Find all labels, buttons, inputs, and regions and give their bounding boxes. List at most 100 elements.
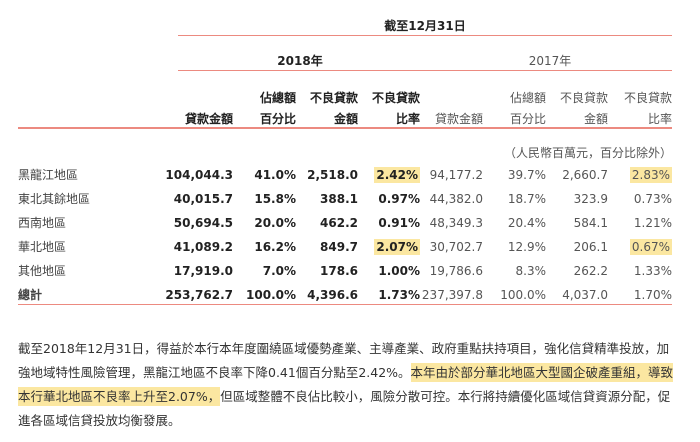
table-cell: 849.7 [288, 237, 358, 257]
column-header-4: 比率 [395, 112, 420, 126]
table-cell: 0.73% [602, 189, 672, 209]
table-cell: 100.0% [476, 285, 546, 305]
cell-value: 18.7% [507, 192, 546, 206]
cell-value: 849.7 [320, 240, 358, 254]
table-cell: 20.0% [226, 213, 296, 233]
table-cell: 2,660.7 [538, 165, 608, 185]
cell-value: 16.2% [254, 240, 296, 254]
table-cell: 388.1 [288, 189, 358, 209]
table-cell: 8.3% [476, 261, 547, 281]
table-cell: 39.7% [476, 165, 546, 185]
cell-value: 4,396.6 [307, 288, 358, 302]
table-bottom-rule [18, 304, 672, 305]
cell-value: 19,786.6 [429, 264, 483, 278]
table-cell: 237,397.8 [413, 285, 483, 305]
cell-value: 8.3% [515, 264, 547, 278]
column-header-6: 百分比 [509, 112, 546, 126]
column-header-1: 貸款金額 [184, 112, 233, 126]
column-header-3: 金額 [333, 112, 358, 126]
cell-value: 41.0% [254, 168, 296, 182]
cell-value: 1.70% [633, 288, 672, 302]
header-rule [178, 35, 672, 36]
table-row: 黑龍江地區 104,044.3 41.0% 2,518.0 2.42% 94,177.2 3… [0, 165, 700, 185]
table-cell: 16.2% [226, 237, 296, 257]
table-cell: 94,177.2 [413, 165, 483, 185]
cell-value: 0.97% [378, 192, 420, 206]
cell-value: 1.00% [378, 264, 420, 278]
year-2018-header: 2018年 [277, 54, 323, 68]
region-label: 黑龍江地區 [18, 168, 79, 182]
table-cell: 1.00% [350, 261, 420, 281]
cell-value: 12.9% [507, 240, 546, 254]
paragraph-text: 但區域整體不良佔比較小，風險分散可控。本行將持續優化區域信貸資源分配，促進各區域… [18, 389, 671, 428]
cell-value: 17,919.0 [173, 264, 233, 278]
table-cell: 462.2 [288, 213, 358, 233]
column-header-5: 貸款金額 [434, 112, 483, 126]
cell-value: 30,702.7 [429, 240, 483, 254]
table-cell: 206.1 [538, 237, 608, 257]
region-label: 東北其餘地區 [18, 192, 91, 206]
column-header-7: 金額 [583, 112, 608, 126]
table-cell: 262.2 [538, 261, 608, 281]
year-2017-header: 2017年 [528, 54, 572, 68]
table-cell: 178.6 [288, 261, 358, 281]
table-cell: 15.8% [226, 189, 296, 209]
cell-value: 237,397.8 [421, 288, 483, 302]
commentary-paragraph: 截至2018年12月31日，得益於本行本年度圍繞區域優勢產業、主導產業、政府重點… [18, 337, 678, 433]
cell-value: 15.8% [254, 192, 296, 206]
cell-value: 94,177.2 [429, 168, 483, 182]
column-header-8: 比率 [647, 112, 672, 126]
unit-note: （人民幣百萬元，百分比除外） [503, 146, 672, 160]
table-cell: 2.83% [602, 165, 672, 185]
cell-value: 2,660.7 [562, 168, 608, 182]
cell-value: 462.2 [320, 216, 358, 230]
table-row: 總計 253,762.7 100.0% 4,396.6 1.73% 237,397.8 10… [0, 285, 700, 305]
column-header-2: 佔總額 [259, 91, 296, 105]
column-header-7: 不良貸款 [559, 91, 608, 105]
cell-value: 44,382.0 [429, 192, 483, 206]
cell-value: 50,694.5 [173, 216, 233, 230]
cell-value: 41,089.2 [173, 240, 233, 254]
cell-value: 100.0% [500, 288, 546, 302]
cell-value: 2.42% [374, 167, 420, 183]
column-header-4: 不良貸款 [371, 91, 420, 105]
cell-value: 0.67% [629, 239, 672, 255]
table-row: 西南地區 50,694.5 20.0% 462.2 0.91% 48,349.3 20.4%… [0, 213, 700, 233]
cell-value: 1.73% [378, 288, 420, 302]
table-cell: 40,015.7 [163, 189, 233, 209]
table-cell: 0.97% [350, 189, 420, 209]
table-cell: 4,396.6 [288, 285, 358, 305]
cell-value: 0.73% [633, 192, 672, 206]
table-cell: 2.42% [350, 165, 420, 185]
table-cell: 0.91% [350, 213, 420, 233]
table-cell: 4,037.0 [538, 285, 608, 305]
table-cell: 0.67% [602, 237, 672, 257]
table-cell: 17,919.0 [163, 261, 233, 281]
table-cell: 30,702.7 [413, 237, 483, 257]
table-row: 其他地區 17,919.0 7.0% 178.6 1.00% 19,786.6 8.3% 26… [0, 261, 700, 281]
cell-value: 104,044.3 [165, 168, 233, 182]
cell-value: 40,015.7 [173, 192, 233, 206]
table-cell: 44,382.0 [413, 189, 483, 209]
table-cell: 253,762.7 [163, 285, 233, 305]
cell-value: 253,762.7 [165, 288, 233, 302]
table-cell: 41.0% [226, 165, 296, 185]
cell-value: 20.4% [507, 216, 546, 230]
table-cell: 2,518.0 [288, 165, 358, 185]
table-cell: 323.9 [538, 189, 608, 209]
table-cell: 50,694.5 [163, 213, 233, 233]
table-cell: 1.73% [350, 285, 420, 305]
column-header-6: 佔總額 [509, 91, 546, 105]
table-cell: 48,349.3 [413, 213, 483, 233]
table-row: 華北地區 41,089.2 16.2% 849.7 2.07% 30,702.7 12.9%… [0, 237, 700, 257]
table-cell: 12.9% [476, 237, 546, 257]
cell-value: 2,518.0 [307, 168, 358, 182]
cell-value: 1.33% [633, 264, 672, 278]
region-label: 華北地區 [18, 240, 67, 254]
table-row: 東北其餘地區 40,015.7 15.8% 388.1 0.97% 44,382.0 18.… [0, 189, 700, 209]
year-rule [178, 70, 672, 71]
cell-value: 323.9 [573, 192, 608, 206]
table-cell: 41,089.2 [163, 237, 233, 257]
cell-value: 4,037.0 [562, 288, 608, 302]
